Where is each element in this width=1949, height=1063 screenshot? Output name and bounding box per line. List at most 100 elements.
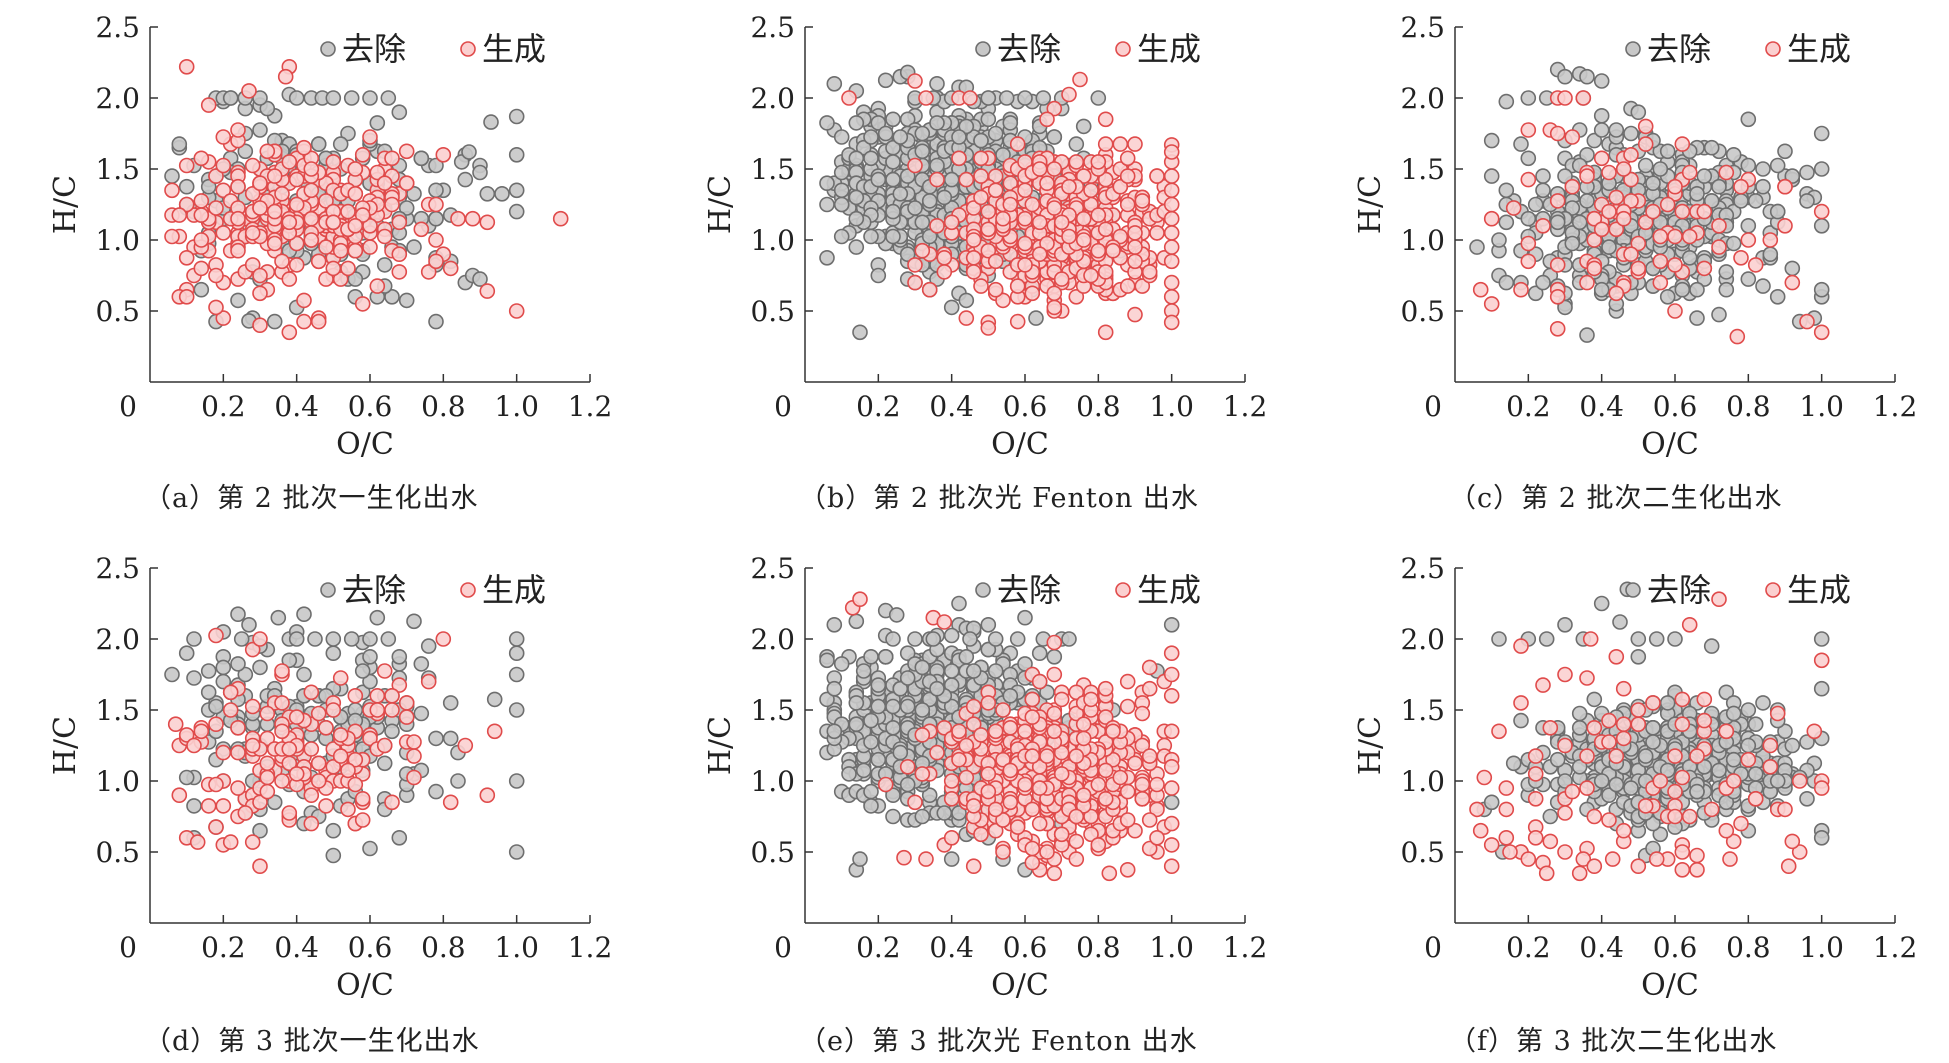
data-point-formed <box>1483 296 1500 312</box>
data-point-formed <box>1039 111 1055 128</box>
data-point-removed <box>200 663 217 679</box>
y-tick-label: 2.0 <box>1400 82 1445 115</box>
data-point-formed <box>980 766 997 782</box>
data-point-formed <box>340 203 356 220</box>
data-point-removed <box>863 129 879 145</box>
data-point-removed <box>164 666 180 683</box>
data-point-removed <box>1777 143 1793 160</box>
data-point-formed <box>1777 801 1793 818</box>
data-point-removed <box>998 90 1015 106</box>
legend-label-removed: 去除 <box>1647 571 1711 609</box>
data-point-removed <box>442 730 459 747</box>
data-point-removed <box>1769 203 1786 220</box>
data-point-formed <box>1097 111 1114 128</box>
data-point-removed <box>1813 680 1830 697</box>
data-point-formed <box>1601 712 1617 729</box>
data-point-removed <box>296 606 312 623</box>
data-point-removed <box>369 609 386 626</box>
data-point-formed <box>841 90 857 106</box>
data-point-removed <box>1579 193 1595 209</box>
data-point-formed <box>413 221 430 238</box>
data-point-removed <box>325 90 342 106</box>
data-point-formed <box>1119 150 1136 167</box>
data-point-removed <box>833 228 850 245</box>
data-point-removed <box>266 313 283 330</box>
data-point-formed <box>1163 723 1180 740</box>
data-point-formed <box>464 210 481 227</box>
data-point-formed <box>398 143 415 160</box>
data-point-formed <box>1674 691 1691 708</box>
legend: 去除 生成 <box>320 30 546 68</box>
y-axis-label: H/C <box>48 716 83 775</box>
data-point-formed <box>1549 320 1566 337</box>
data-point-formed <box>303 161 320 177</box>
data-point-formed <box>244 698 261 715</box>
data-point-formed <box>1090 154 1107 170</box>
data-point-removed <box>819 196 835 213</box>
data-point-formed <box>1134 776 1151 793</box>
data-point-formed <box>1031 246 1048 262</box>
data-point-formed <box>369 687 386 704</box>
data-point-formed <box>1134 790 1151 807</box>
data-point-formed <box>277 68 294 85</box>
data-point-formed <box>1163 225 1180 241</box>
data-point-removed <box>973 132 989 149</box>
x-tick-label: 1.0 <box>494 390 539 423</box>
data-point-removed <box>870 171 887 188</box>
y-axis-label: H/C <box>1353 716 1388 775</box>
data-point-removed <box>1520 90 1537 106</box>
data-point-removed <box>1711 762 1727 779</box>
data-point-formed <box>1725 773 1742 789</box>
data-point-formed <box>899 758 916 775</box>
data-point-removed <box>1769 288 1786 305</box>
data-point-formed <box>244 834 261 850</box>
data-point-formed <box>1593 221 1610 238</box>
data-point-removed <box>343 631 360 647</box>
data-point-formed <box>241 83 257 99</box>
data-point-formed <box>1163 253 1180 270</box>
y-tick-label: 1.0 <box>95 224 140 257</box>
data-point-formed <box>347 242 364 259</box>
data-point-removed <box>230 656 246 672</box>
data-point-formed <box>1046 161 1063 177</box>
data-point-removed <box>1491 232 1507 248</box>
data-point-formed <box>1024 854 1041 871</box>
data-point-formed <box>1075 168 1092 184</box>
data-point-removed <box>1711 178 1727 195</box>
x-axis-label: O/C <box>336 427 394 462</box>
data-point-formed <box>995 702 1011 718</box>
data-point-removed <box>1755 178 1771 195</box>
data-point-removed <box>1557 616 1573 633</box>
data-point-removed <box>1505 755 1522 772</box>
data-point-formed <box>1586 858 1603 875</box>
x-tick-label: 0.6 <box>1653 931 1698 964</box>
data-point-formed <box>406 734 422 750</box>
data-point-removed <box>1002 115 1019 131</box>
data-point-formed <box>1149 225 1165 241</box>
data-point-formed <box>391 214 408 231</box>
data-point-removed <box>892 186 909 202</box>
y-axis-label: H/C <box>703 175 738 234</box>
data-point-formed <box>1119 812 1136 828</box>
legend: 去除 生成 <box>1625 571 1851 609</box>
data-point-formed <box>1112 178 1129 195</box>
data-point-formed <box>943 829 960 846</box>
data-point-formed <box>208 627 224 644</box>
data-point-removed <box>1491 631 1507 647</box>
data-point-removed <box>1498 214 1515 231</box>
data-point-removed <box>1659 762 1676 779</box>
data-point-formed <box>296 139 312 156</box>
data-point-formed <box>1527 766 1544 782</box>
data-point-removed <box>943 663 960 679</box>
data-point-removed <box>270 609 287 626</box>
data-point-formed <box>1119 278 1136 294</box>
data-point-formed <box>1498 801 1515 818</box>
panel-caption: （a）第 2 批次一生化出水 <box>144 483 478 514</box>
data-point-formed <box>1017 723 1033 740</box>
data-point-formed <box>428 196 444 213</box>
data-point-formed <box>1725 833 1742 850</box>
data-point-formed <box>1046 705 1063 722</box>
data-point-formed <box>1061 228 1077 245</box>
data-point-removed <box>833 182 850 199</box>
data-point-removed <box>1498 274 1515 291</box>
